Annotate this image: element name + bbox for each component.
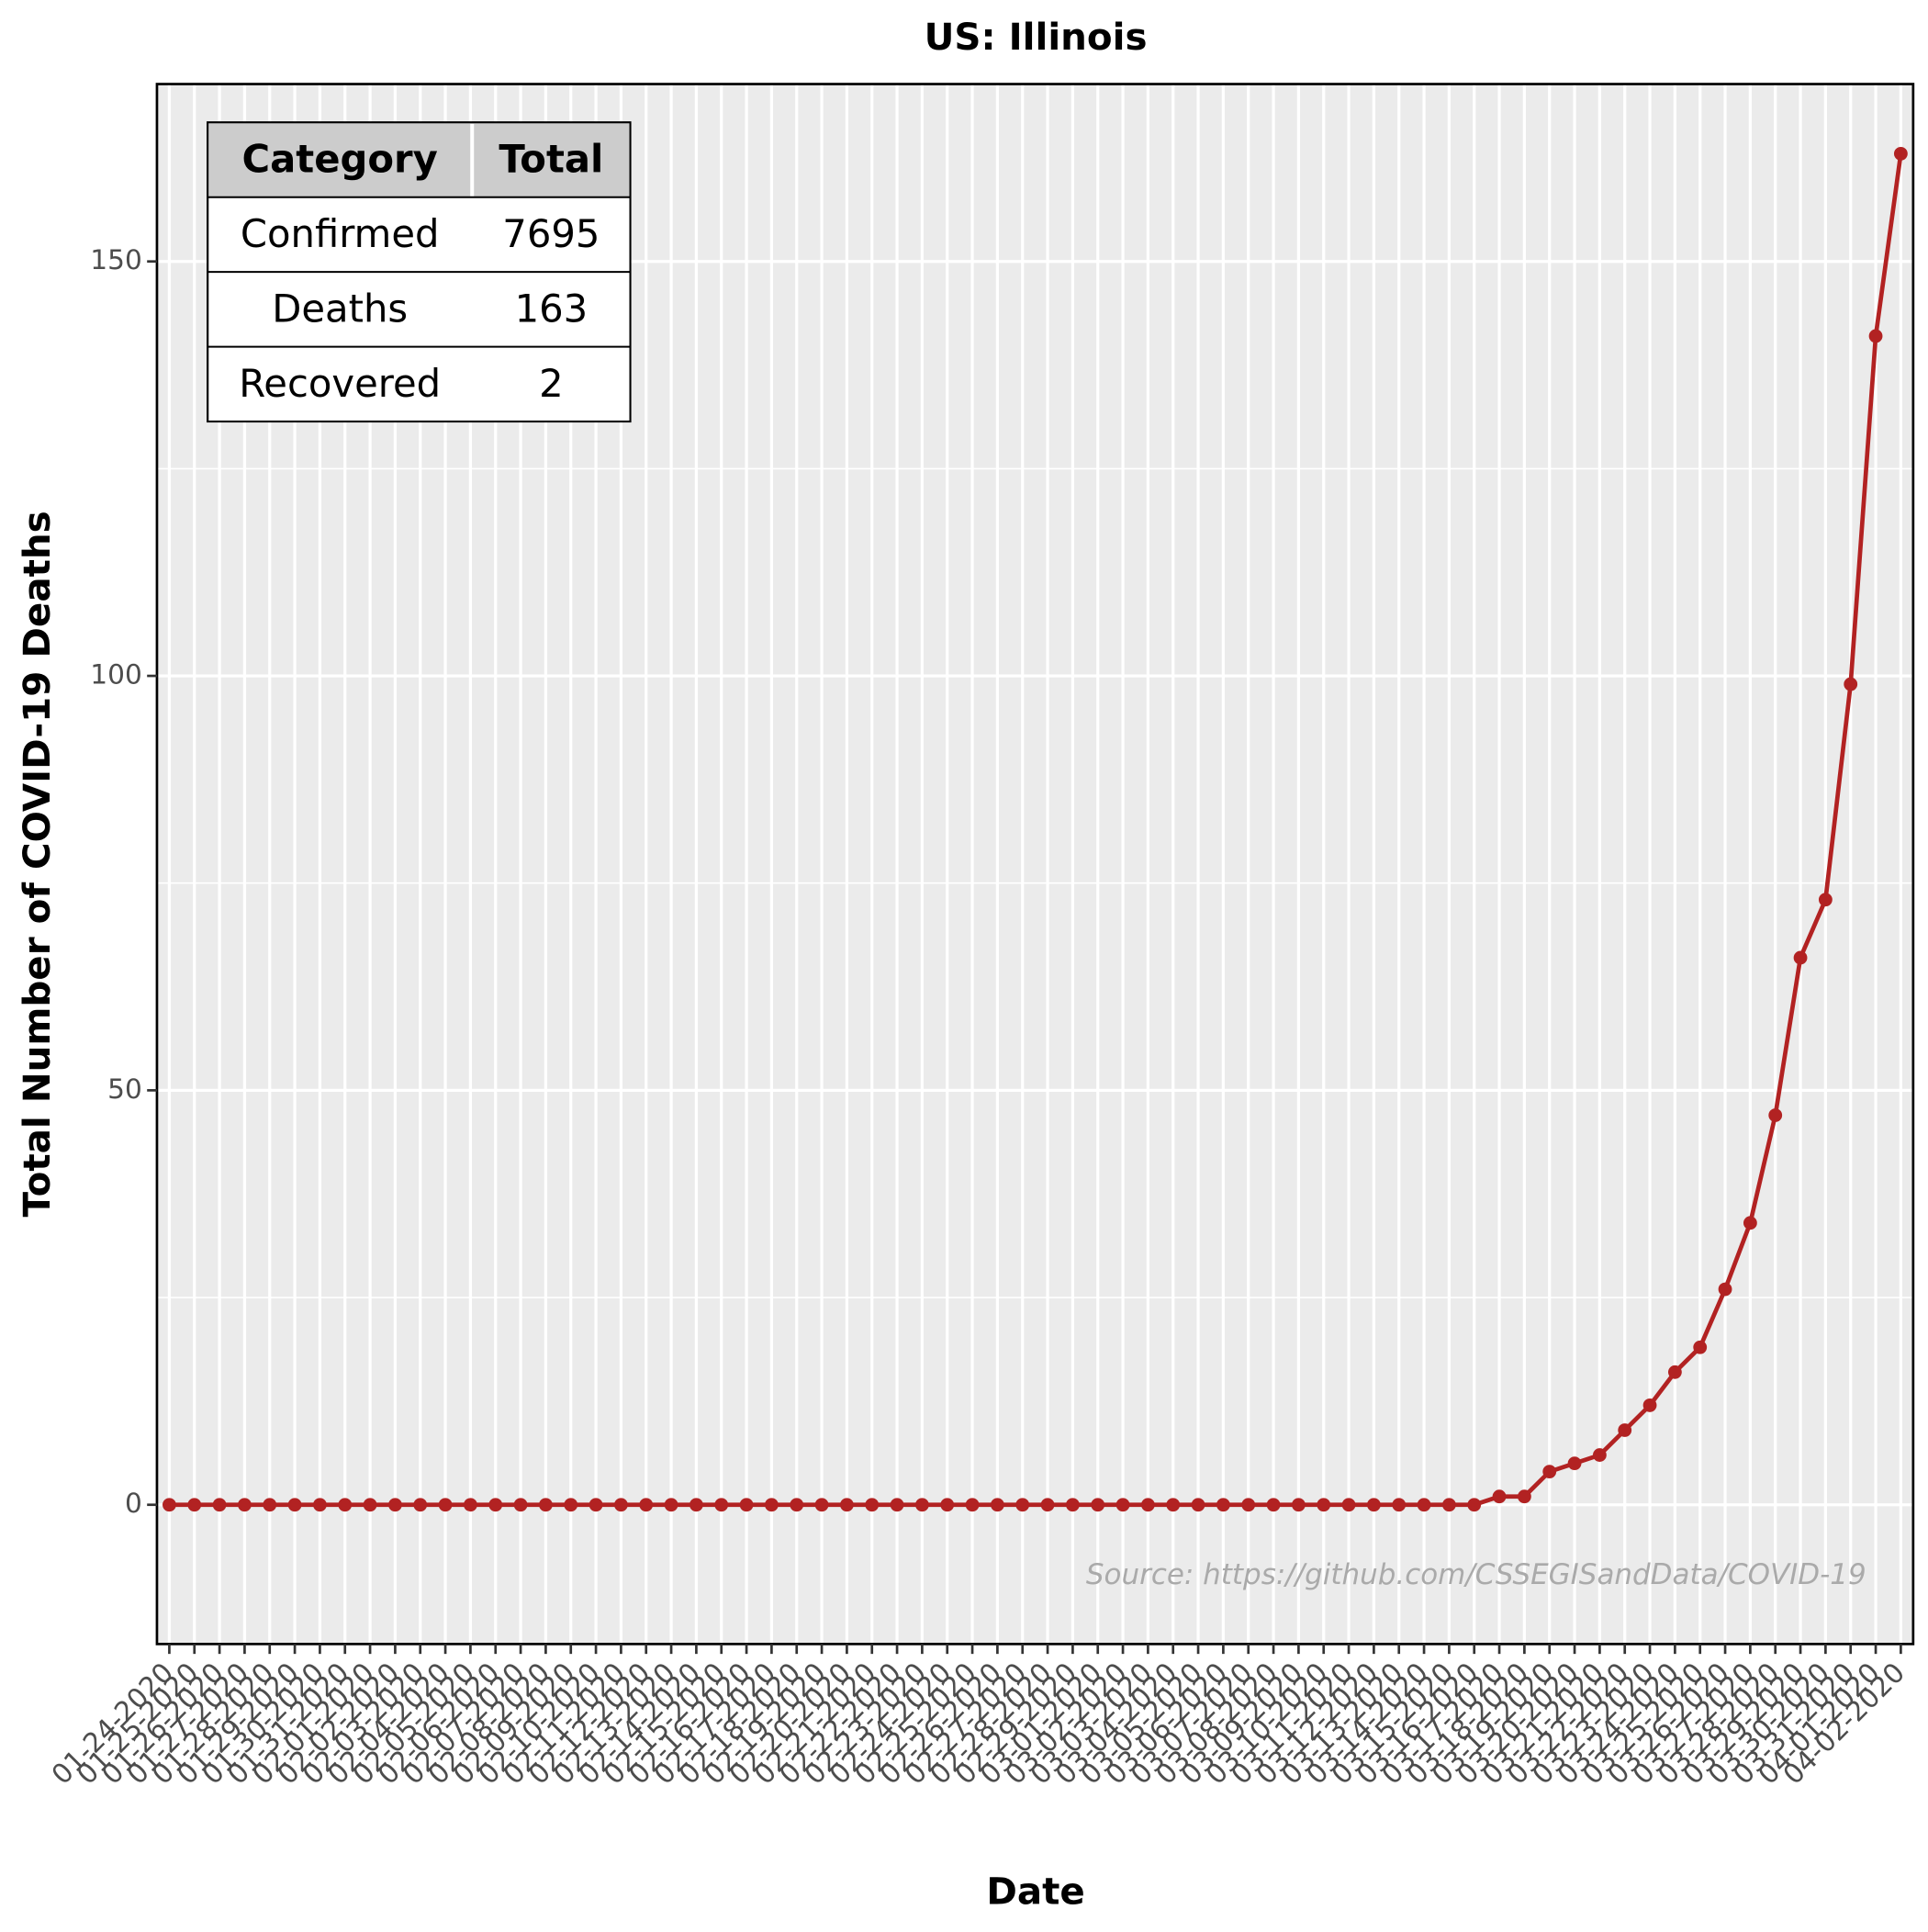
y-tick-label: 0 (125, 1488, 142, 1519)
table-border (207, 121, 632, 423)
point (714, 1498, 729, 1512)
y-tick-label: 100 (90, 659, 142, 691)
summary-table: Category Total Confirmed 7695 Deaths 163 Recov… (207, 121, 632, 423)
point (614, 1498, 628, 1512)
point (413, 1498, 428, 1512)
table-cell: Confirmed (241, 211, 440, 256)
point (1040, 1498, 1055, 1512)
point (1642, 1398, 1657, 1412)
table-cell: Deaths (272, 286, 408, 331)
point (991, 1498, 1004, 1512)
point (1266, 1498, 1281, 1512)
point (1818, 893, 1833, 907)
source-note: Source: https://github.com/CSSEGISandDat… (1086, 1558, 1866, 1591)
table-cell: Recovered (239, 361, 441, 406)
point (1693, 1340, 1708, 1354)
point (790, 1498, 804, 1512)
point (1768, 1108, 1783, 1122)
point (513, 1498, 528, 1512)
point (1868, 329, 1883, 343)
point (1015, 1498, 1030, 1512)
point (1417, 1498, 1431, 1512)
table-cell: 2 (539, 361, 564, 406)
point (1667, 1365, 1682, 1379)
point (238, 1498, 252, 1512)
point (1793, 950, 1808, 965)
table-header: Category (242, 137, 438, 182)
point (1517, 1489, 1531, 1504)
table-cell: 7695 (502, 211, 600, 256)
y-tick-label: 150 (90, 244, 142, 275)
point (187, 1498, 202, 1512)
point (1718, 1282, 1732, 1297)
point (814, 1498, 829, 1512)
point (1366, 1498, 1381, 1512)
point (1844, 677, 1858, 691)
point (539, 1498, 553, 1512)
point (1091, 1498, 1105, 1512)
point (1065, 1498, 1080, 1512)
y-tick-label: 50 (107, 1073, 142, 1105)
point (940, 1498, 955, 1512)
point (1317, 1498, 1331, 1512)
point (263, 1498, 277, 1512)
point (1441, 1498, 1456, 1512)
point (1241, 1498, 1256, 1512)
point (438, 1498, 453, 1512)
point (765, 1498, 779, 1512)
point (338, 1498, 353, 1512)
table-header: Total (499, 137, 603, 182)
panel-border (155, 83, 1915, 1646)
point (313, 1498, 327, 1512)
point (1467, 1498, 1482, 1512)
point (488, 1498, 503, 1512)
point (1115, 1498, 1130, 1512)
point (1291, 1498, 1306, 1512)
marks (163, 146, 1908, 1512)
chart-title: US: Illinois (925, 16, 1148, 59)
point (163, 1498, 176, 1512)
point (915, 1498, 929, 1512)
point (1618, 1423, 1632, 1437)
point (363, 1498, 377, 1512)
table-header-bg (207, 122, 471, 197)
point (739, 1498, 754, 1512)
point (1341, 1498, 1356, 1512)
point (212, 1498, 227, 1512)
point (1492, 1489, 1507, 1504)
point (287, 1498, 302, 1512)
point (865, 1498, 880, 1512)
point (1592, 1448, 1607, 1462)
point (564, 1498, 578, 1512)
point (1216, 1498, 1230, 1512)
x-axis-label: Date (986, 1870, 1084, 1913)
point (890, 1498, 904, 1512)
table-header-bg (474, 122, 631, 197)
point (1166, 1498, 1181, 1512)
grid (156, 84, 1913, 1645)
point (1542, 1465, 1557, 1479)
point (1191, 1498, 1205, 1512)
point (1743, 1216, 1757, 1230)
line (169, 153, 1903, 1508)
point (588, 1498, 603, 1512)
point (965, 1498, 980, 1512)
point (1392, 1498, 1407, 1512)
point (1893, 146, 1908, 161)
y-axis-label: Total Number of COVID-19 Deaths (16, 511, 59, 1217)
point (689, 1498, 703, 1512)
point (388, 1498, 402, 1512)
point (639, 1498, 654, 1512)
point (1567, 1456, 1582, 1471)
point (464, 1498, 477, 1512)
point (840, 1498, 854, 1512)
point (1140, 1498, 1155, 1512)
table-cell: 163 (515, 286, 588, 331)
point (664, 1498, 678, 1512)
